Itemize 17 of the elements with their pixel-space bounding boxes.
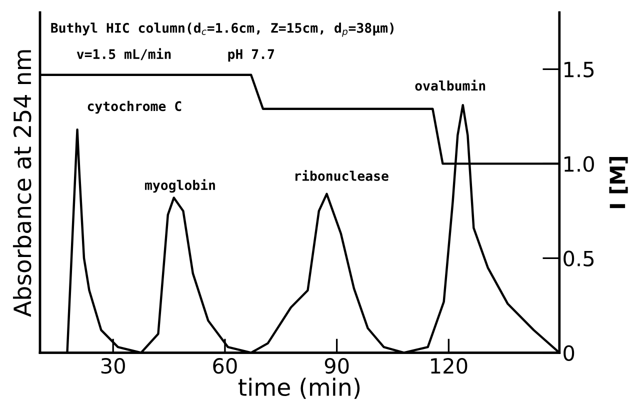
annotation: ribonuclease	[295, 170, 388, 181]
annotation: ovalbumin	[415, 80, 486, 91]
annotation: cytochrome C	[88, 100, 182, 114]
y2-tick-label: 0.5	[564, 250, 594, 266]
y2-tick-label: 0	[564, 345, 574, 361]
x-tick-label: 60	[213, 358, 237, 374]
annotation: Buthyl HIC column(d$_{c}$=1.6cm, Z=15cm, d$_{p}$=38μm)	[51, 22, 394, 37]
annotation: myoglobin	[145, 179, 215, 193]
y2-tick-label: 1.0	[564, 156, 594, 172]
x-tick-label: 120	[431, 358, 468, 374]
x-tick-label: 90	[324, 358, 349, 374]
x-tick-label: 30	[101, 358, 125, 374]
y-axis-title: Absorbance at 254 nm	[12, 50, 32, 317]
y2-tick-label: 1.5	[564, 62, 594, 78]
annotation: v=1.5 mL/min pH 7.7	[76, 48, 274, 62]
y2-axis-title: I [M]	[609, 157, 628, 208]
x-axis-title: time (min)	[238, 378, 360, 399]
